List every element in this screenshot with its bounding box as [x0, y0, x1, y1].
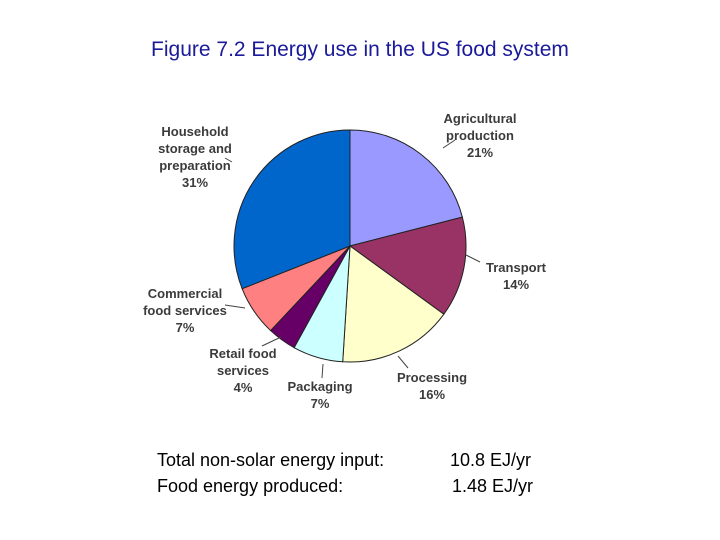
slice-label: Household storage and preparation 31%: [158, 124, 232, 190]
slice-label-line: Household: [161, 124, 228, 139]
slice-label-line: preparation: [159, 158, 231, 173]
pie-slice-processing: [342, 245, 445, 363]
slice-label-line: Processing: [397, 370, 467, 385]
slice-label: Processing 16%: [397, 370, 467, 402]
slice-label: Retail food services 4%: [209, 346, 276, 395]
slice-label: Packaging 7%: [287, 379, 352, 411]
slice-label-line: 7%: [176, 320, 195, 335]
slice-label-line: 14%: [503, 277, 529, 292]
leader-line: [442, 139, 456, 149]
slice-label-line: 31%: [182, 175, 208, 190]
leader-lines: [224, 139, 481, 379]
summary-label: Total non-solar energy input:: [157, 450, 385, 470]
pie-slice-agricultural-production: [349, 129, 463, 247]
slice-label: Transport 14%: [486, 260, 547, 292]
slice-label-line: 7%: [311, 396, 330, 411]
slice-label: Agricultural production 21%: [444, 111, 517, 160]
slice-label-line: 4%: [234, 380, 253, 395]
pie-slices: [233, 129, 467, 363]
leader-line: [397, 355, 409, 369]
summary-value: 10.8 EJ/yr: [450, 450, 532, 470]
slice-label-line: storage and: [158, 141, 232, 156]
leader-line: [224, 157, 233, 163]
pie-slice-household-storage-and-preparation: [233, 129, 351, 290]
summary-value: 1.48 EJ/yr: [452, 476, 534, 496]
pie-slice-transport: [348, 216, 467, 315]
slice-label-line: services: [217, 363, 269, 378]
leader-line: [321, 363, 324, 379]
slice-label: Commercial food services 7%: [143, 286, 227, 335]
slice-label-line: Agricultural: [444, 111, 517, 126]
slice-label-line: Retail food: [209, 346, 276, 361]
slice-label-line: 16%: [419, 387, 445, 402]
leader-line: [224, 304, 246, 309]
slice-label-line: 21%: [467, 145, 493, 160]
leader-line: [465, 254, 481, 263]
slice-labels: Agricultural production 21% Transport 14% Pro…: [143, 111, 547, 411]
slice-label-line: food services: [143, 303, 227, 318]
slice-label-line: Transport: [486, 260, 547, 275]
summary-label: Food energy produced:: [157, 476, 344, 496]
page-title: Figure 7.2 Energy use in the US food sys…: [151, 38, 569, 61]
slice-label-line: Commercial: [148, 286, 222, 301]
slice-label-line: production: [446, 128, 514, 143]
leader-line: [261, 336, 282, 347]
slice-label-line: Packaging: [287, 379, 352, 394]
